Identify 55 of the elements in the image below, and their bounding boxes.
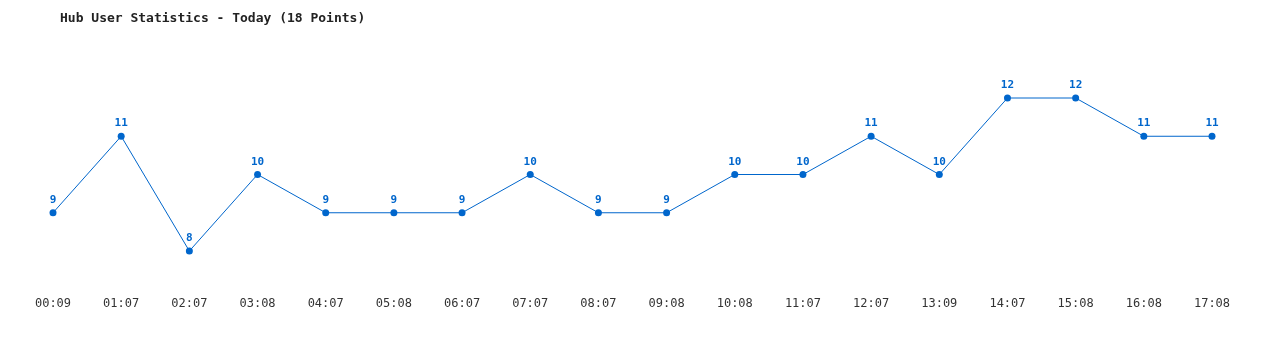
point xyxy=(458,209,466,217)
point xyxy=(1003,94,1011,102)
x-tick-label: 05:08 xyxy=(375,296,412,310)
point xyxy=(1208,132,1216,140)
point xyxy=(117,132,125,140)
point xyxy=(185,247,193,255)
point xyxy=(799,171,807,178)
data-label: 9 xyxy=(322,192,330,206)
x-tick-label: 09:08 xyxy=(648,296,685,310)
x-tick-label: 08:07 xyxy=(580,296,617,310)
point xyxy=(254,171,262,178)
x-tick-label: 00:09 xyxy=(34,296,72,310)
data-label: 10 xyxy=(932,154,946,168)
data-label: 10 xyxy=(250,154,265,168)
x-tick-label: 06:07 xyxy=(444,296,481,310)
chart-title: Hub User Statistics - Today (18 Points) xyxy=(60,10,366,25)
data-label: 10 xyxy=(796,154,810,168)
point xyxy=(1072,94,1080,102)
x-tick-label: 03:08 xyxy=(239,296,276,310)
point xyxy=(390,209,398,217)
data-label: 12 xyxy=(1000,78,1015,91)
point xyxy=(526,171,534,178)
point xyxy=(663,209,671,217)
data-label: 9 xyxy=(458,192,466,206)
data-label: 11 xyxy=(864,116,879,130)
data-label: 8 xyxy=(186,231,193,244)
point xyxy=(594,209,602,217)
point xyxy=(1140,132,1148,140)
x-tick-label: 16:08 xyxy=(1125,296,1162,310)
data-label: 9 xyxy=(595,192,602,206)
point xyxy=(322,209,330,217)
data-label: 11 xyxy=(114,116,129,130)
x-tick-label: 10:08 xyxy=(716,296,753,310)
x-tick-label: 02:07 xyxy=(171,296,208,310)
x-tick-label: 04:07 xyxy=(307,296,344,310)
x-tick-label: 14:07 xyxy=(989,296,1026,310)
point xyxy=(867,132,875,140)
x-tick-label: 12:07 xyxy=(853,296,890,310)
data-label: 9 xyxy=(390,192,398,206)
data-label: 11 xyxy=(1137,116,1151,130)
data-label: 11 xyxy=(1205,116,1219,130)
point xyxy=(49,209,57,217)
x-tick-label: 15:08 xyxy=(1057,296,1094,310)
x-tick-label: 01:07 xyxy=(103,296,140,310)
data-label: 9 xyxy=(663,192,670,206)
point xyxy=(935,171,943,178)
data-label: 9 xyxy=(49,192,57,206)
data-label: 10 xyxy=(523,154,537,168)
x-tick-label: 17:08 xyxy=(1193,296,1231,310)
x-tick-label: 11:07 xyxy=(784,296,821,310)
data-label: 12 xyxy=(1069,78,1083,91)
data-label: 10 xyxy=(728,154,742,168)
x-tick-label: 07:07 xyxy=(512,296,549,310)
point xyxy=(731,171,739,178)
x-tick-label: 13:09 xyxy=(921,296,958,310)
